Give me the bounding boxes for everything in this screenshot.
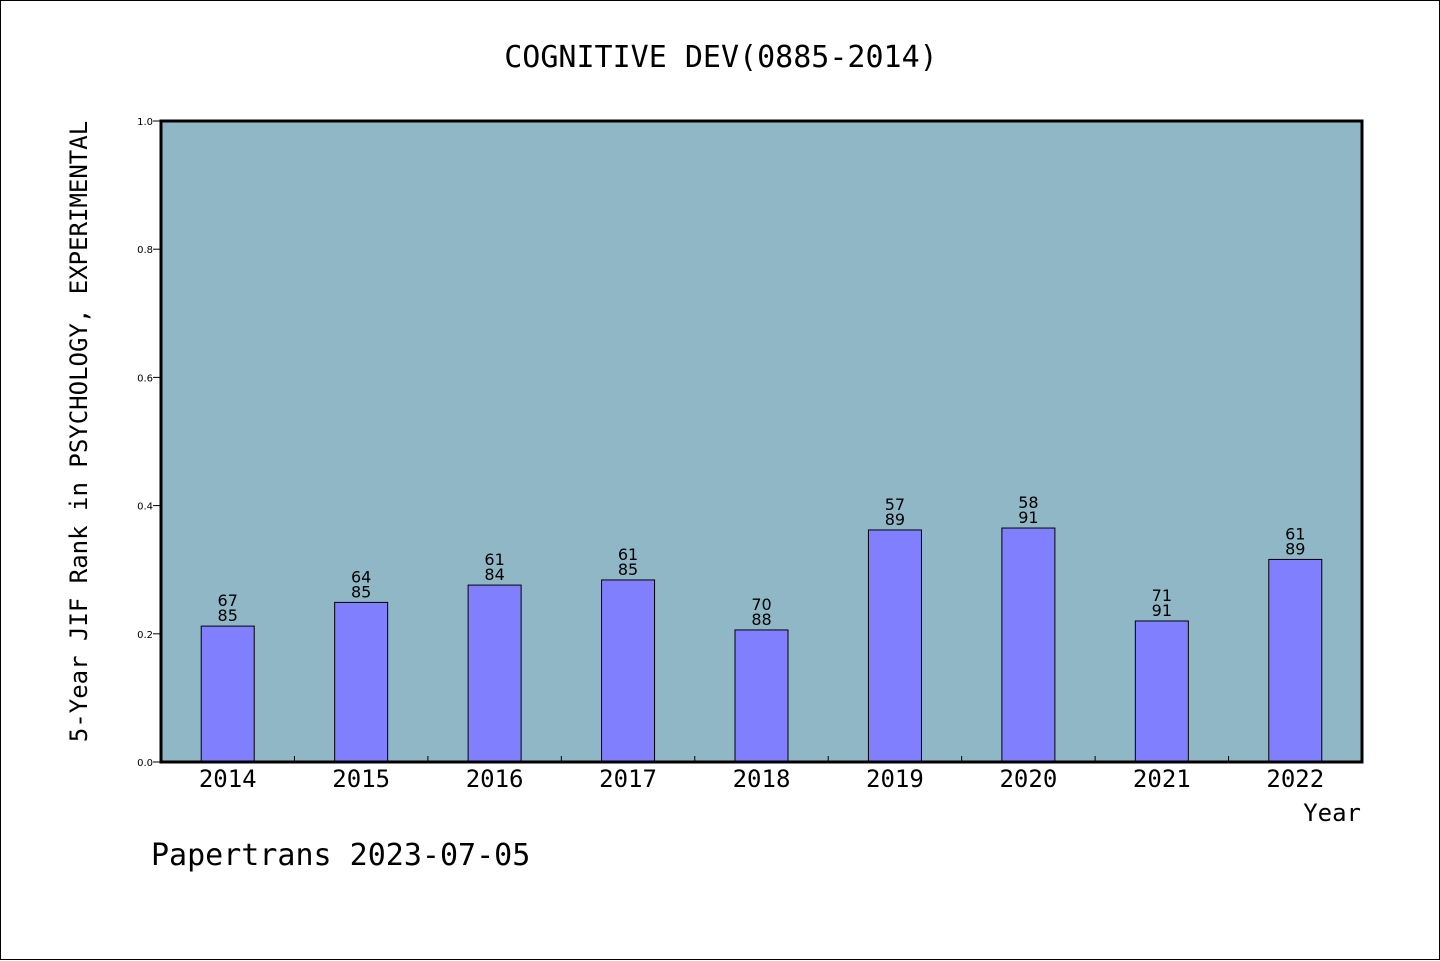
x-tick-label-2015: 2015	[332, 765, 390, 793]
x-tick-label-2021: 2021	[1133, 765, 1191, 793]
bar-rank-label-2014: 67	[218, 591, 238, 610]
bar-2016	[467, 584, 522, 763]
bar-rank-label-2022: 61	[1285, 524, 1305, 543]
bar-2020	[1001, 527, 1056, 763]
x-tick-label-2016: 2016	[466, 765, 524, 793]
y-tick-label-0.2: 0.2	[137, 630, 153, 641]
plot-border	[159, 119, 1364, 764]
y-tick-label-1.0: 1.0	[137, 117, 153, 128]
x-axis-label: Year	[1303, 799, 1361, 827]
bar-rank-label-2018: 70	[751, 595, 771, 614]
y-tick-label-0.0: 0.0	[137, 758, 153, 769]
bar-2019	[867, 529, 922, 763]
bar-total-label-2015: 85	[351, 582, 371, 601]
bar-total-label-2020: 91	[1018, 508, 1038, 527]
y-tick-label-0.4: 0.4	[137, 502, 153, 513]
bar-rank-label-2020: 58	[1018, 493, 1038, 512]
bar-2014	[200, 625, 255, 763]
bar-rank-label-2015: 64	[351, 567, 371, 586]
bar-rank-label-2016: 61	[484, 550, 504, 569]
bar-rank-label-2017: 61	[618, 545, 638, 564]
bar-2018	[734, 629, 789, 763]
y-axis-label: 5-Year JIF Rank in PSYCHOLOGY, EXPERIMEN…	[65, 121, 93, 742]
x-tick-label-2020: 2020	[999, 765, 1057, 793]
x-tick-label-2018: 2018	[733, 765, 791, 793]
bars-group	[200, 527, 1323, 763]
y-tick-label-0.8: 0.8	[137, 245, 153, 256]
chart-title: COGNITIVE DEV(0885-2014)	[504, 40, 937, 75]
x-tick-label-2022: 2022	[1266, 765, 1324, 793]
footer-text: Papertrans 2023-07-05	[151, 838, 530, 873]
bar-2017	[601, 579, 656, 763]
bar-2021	[1134, 620, 1189, 763]
bar-total-label-2014: 85	[218, 606, 238, 625]
bar-total-label-2016: 84	[484, 565, 504, 584]
bar-rank-label-2021: 71	[1152, 586, 1172, 605]
x-tick-label-2019: 2019	[866, 765, 924, 793]
x-tick-label-2014: 2014	[199, 765, 257, 793]
bar-rank-label-2019: 57	[885, 495, 905, 514]
bar-total-label-2019: 89	[885, 510, 905, 529]
bar-total-label-2021: 91	[1152, 601, 1172, 620]
bar-2022	[1268, 558, 1323, 763]
bar-2015	[334, 601, 389, 763]
bar-total-label-2022: 89	[1285, 539, 1305, 558]
bar-total-label-2018: 88	[751, 610, 771, 629]
x-axis-ticks: 2014 2015 2016 2017 2018 2019 2020 2021 2022	[199, 756, 1324, 793]
y-axis-ticks: 0.0 0.2 0.4 0.6 0.8 1.0	[137, 117, 161, 769]
x-tick-label-2017: 2017	[599, 765, 657, 793]
bar-total-label-2017: 85	[618, 560, 638, 579]
y-tick-label-0.6: 0.6	[137, 373, 153, 384]
